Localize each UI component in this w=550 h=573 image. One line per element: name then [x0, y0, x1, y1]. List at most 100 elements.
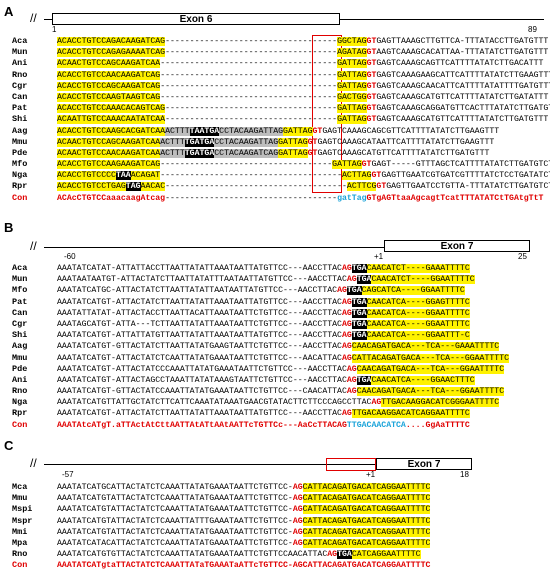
- sequence-segment: AAATATCATGC-ATTACTATCTTAATTATATTAATAATTA…: [57, 286, 338, 296]
- species-name: Con: [12, 192, 28, 203]
- sequence-segment: AAATAGCATGT-ATTA---TCTTAATTATATTAAATAATT…: [57, 319, 342, 329]
- sequence-segment: TGA: [351, 331, 367, 341]
- sequence-segment: GATTAG: [278, 148, 308, 158]
- sequence-segment: AACAC: [140, 182, 166, 192]
- sequence-segment: AAATATCATAT-ATTATTACCTTAATTATATTAAATAATT…: [57, 264, 342, 273]
- sequence-segment: GAGTCAAAGAAGCATTCATTTTATATCTTGAAGTTT: [376, 70, 550, 80]
- sequence-row: ACACCTGTCCTGAGTAGAACAC------------------…: [57, 181, 550, 192]
- sequence-segment: ACACCTGTCCAGACAAGATCAG: [57, 37, 166, 46]
- species-name: Con: [12, 419, 28, 430]
- sequence-segment: -----------------------------------: [165, 104, 338, 114]
- sequence-segment: ------------------------------------: [160, 59, 338, 69]
- sequence-segment: ....GgAaTTTTC: [405, 420, 470, 430]
- exon-box: Exon 7: [384, 240, 530, 252]
- sequence-segment: CAACAGATGACA---TCA---GAAATTTTC: [351, 342, 500, 352]
- species-name-list: Mca Mmu Mspi Mspr Mmi Mpa Rno Con: [12, 482, 32, 572]
- sequence-alignment: AAATATCATAT-ATTATTACCTTAATTATATTAAATAATT…: [57, 263, 510, 431]
- sequence-segment: GATTAG: [283, 126, 313, 136]
- sequence-segment: AG: [341, 409, 352, 419]
- sequence-segment: GAGTTAAAGCTTGTTCA-TTTATACCTTGATGTTT: [376, 37, 549, 46]
- sequence-row: AAATATCATGT-ATTACTATCTTAATTATATTAAATAATT…: [57, 408, 509, 419]
- sequence-row: AAATAGCATGT-ATTA---TCTTAATTATATTAAATAATT…: [57, 319, 509, 330]
- sequence-segment: AG: [341, 342, 352, 352]
- sequence-segment: ACACCTGTCCAACAAGATCAG: [57, 70, 161, 80]
- sequence-segment: AG: [337, 286, 347, 296]
- sequence-row: AAATATCATGT-GTTACTATCTTAATTATATGAAGTAATT…: [57, 341, 509, 352]
- sequence-segment: ACAACTGTCCAGCAAGATCAA: [57, 137, 161, 147]
- sequence-segment: ACAACTGTCCAGCAAGATCAA: [57, 59, 161, 69]
- sequence-segment: AAATATCATGTTATTGCTATCTTCATTCAAATATAAATGA…: [57, 398, 372, 408]
- species-name: Ani: [12, 374, 28, 385]
- sequence-segment: AG: [292, 494, 303, 504]
- panel-b: B // Exon 7 -60 +1 25 Aca Mun Mfo Pat Can Cgr…: [0, 220, 550, 430]
- sequence-segment: GAGTCAAAGCAGGATGTTCACTTTATATCTTGATGTTT: [376, 104, 550, 114]
- sequence-segment: AG: [346, 275, 357, 285]
- sequence-segment: AAATATCATACATTACTATCTCAAATTATATGAAATAATT…: [57, 538, 293, 548]
- sequence-segment: TGA: [351, 264, 367, 273]
- sequence-segment: ACACCTGTCCTGAG: [57, 182, 126, 192]
- sequence-segment: ACACCTGTCCAAGCACGATCAA: [57, 126, 166, 136]
- species-name: Aag: [12, 125, 28, 136]
- species-name: Cgr: [12, 80, 28, 91]
- sequence-segment: GATTAG: [278, 137, 308, 147]
- sequence-row: AAATATCATGCATTACTATCTCAAATTATATGAAATAATT…: [57, 482, 431, 493]
- sequence-row: ACAACTGTCCAACAAGATCAAACTTTTGATGACCTACAAG…: [57, 148, 550, 159]
- species-name: Aag: [12, 341, 28, 352]
- species-name: Mca: [12, 482, 28, 492]
- sequence-segment: GT: [366, 104, 377, 114]
- sequence-segment: GAGTCAAAGCATGTTCATTTTATATCTTGATATTT: [376, 92, 549, 102]
- consensus-sequence: AAATAtcATgT.aTTActAtCttAATTAtATtAAtAATTc…: [57, 420, 509, 431]
- sequence-segment: TTGACAAGGACATCGGGAATTTTC: [381, 398, 500, 408]
- sequence-segment: ACACCTGTCCAGCAAGATCAG: [57, 81, 161, 91]
- sequence-segment: GAGTCAAAGCATAATTCATTTTATATCTTGAAGTTT: [317, 137, 495, 147]
- sequence-segment: GATTAG: [337, 59, 367, 69]
- sequence-segment: AAATATCATGTATTACTATCTCAAATTATATGAAATAATT…: [57, 527, 293, 537]
- sequence-row: AAATATCATGTGTTACTATCTCAAATTATATGAAATAATT…: [57, 549, 430, 560]
- sequence-segment: AAGTCAAAGCACATTAA-TTTATATCTTGATGTTT: [376, 48, 549, 58]
- sequence-segment: GAGTTGAATCCTGTTA-TTTATATCTTGATGTCT: [386, 182, 550, 192]
- sequence-segment: GT: [366, 70, 377, 80]
- sequence-segment: ACACCTGTCCAGAGAAAATCAG: [57, 48, 166, 58]
- sequence-segment: AAATATCATGT-ATTACTAGCCTAAATTATATAAAGTAAT…: [57, 375, 347, 385]
- sequence-segment: ACACCTGTCCAAGTAAGTCAG: [57, 92, 161, 102]
- species-name: Mun: [12, 47, 28, 58]
- sequence-segment: CCTACAAGATCAG: [214, 148, 279, 158]
- sequence-segment: AG: [341, 353, 352, 363]
- sequence-segment: CATTACAGATGACATCAGGAATTTTC: [302, 483, 431, 492]
- sequence-row: ACACCTGTCCAACAAGATCAG-------------------…: [57, 70, 550, 81]
- coord-end: 25: [518, 252, 527, 261]
- sequence-segment: AAATAATAATGT-ATTACTATCTTAATTATATTTAATAAT…: [57, 275, 347, 285]
- sequence-segment: CATTACAGATGACATCAGGAATTTTC: [302, 494, 431, 504]
- species-name: Rno: [12, 549, 28, 560]
- sequence-segment: AG: [346, 364, 357, 374]
- sequence-segment: GT: [307, 137, 318, 147]
- sequence-segment: TGA: [337, 550, 352, 560]
- sequence-row: AAATATCATGC-ATTACTATCTTAATTATATTAATAATTA…: [57, 285, 509, 296]
- sequence-segment: TGA: [351, 297, 367, 307]
- species-name: Pde: [12, 363, 28, 374]
- sequence-alignment: AAATATCATGCATTACTATCTCAAATTATATGAAATAATT…: [57, 482, 431, 572]
- sequence-row: AAATATCATGTATTACTATCTCAAATTATATGAAATAATT…: [57, 527, 431, 538]
- sequence-segment: ACTTT: [160, 137, 185, 147]
- species-name: Rpr: [12, 181, 28, 192]
- sequence-segment: AG: [341, 331, 352, 341]
- sequence-segment: GAGTCAAAGCAGTTCATTTTATATCTTGACATTT: [376, 59, 544, 69]
- sequence-segment: CATTACAGATGACATCAGGAATTTTC: [302, 538, 431, 548]
- panel-label: B: [4, 220, 14, 235]
- sequence-segment: CAACATCA----GGAATTTTC: [366, 308, 470, 318]
- species-name: Mmu: [12, 493, 28, 504]
- sequence-row: ACACCTGTCCCCTAAACAGAT-------------------…: [57, 170, 550, 181]
- species-name: Mmi: [12, 526, 28, 537]
- sequence-row: ACAACTGTCCAGCAAGATCAAACTTTTGATGACCTACAAG…: [57, 137, 550, 148]
- species-name: Nga: [12, 170, 28, 181]
- sequence-segment: AAATATCATGCATTACTATCTCAAATTATATGAAATAATT…: [57, 483, 293, 492]
- break-mark-icon: //: [30, 456, 37, 470]
- sequence-segment: ACTTCG: [346, 182, 377, 192]
- sequence-segment: CCTACAAGATTAG: [219, 126, 284, 136]
- sequence-row: AAATATCATGTTATTGCTATCTTCATTCAAATATAAATGA…: [57, 397, 509, 408]
- sequence-segment: GT: [371, 171, 382, 181]
- species-name: Shi: [12, 114, 28, 125]
- sequence-segment: CAACAGATGACA---TCA---GGAATTTTC: [356, 387, 505, 397]
- sequence-row: AAATATCATGT-ATTACTATCTTAATTATATTAAATAATT…: [57, 297, 509, 308]
- sequence-segment: TGATGA: [184, 137, 215, 147]
